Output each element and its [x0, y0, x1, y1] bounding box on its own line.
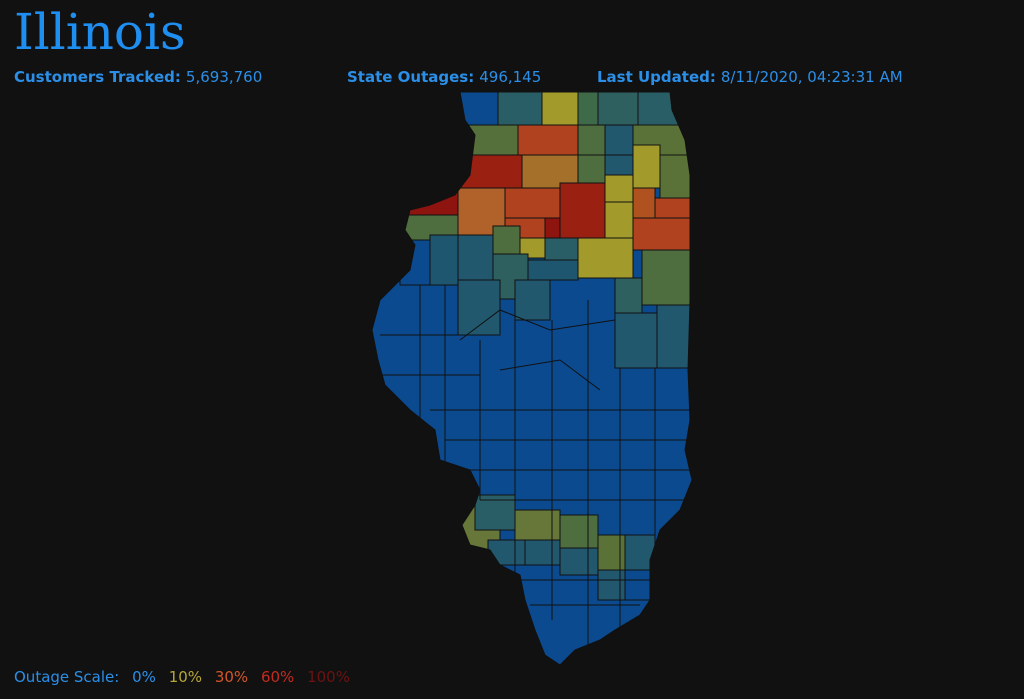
- outage-scale: Outage Scale: 0% 10% 30% 60% 100%: [14, 668, 358, 686]
- stat: Last Updated: 8/11/2020, 04:23:31 AM: [597, 68, 903, 86]
- stat: Customers Tracked: 5,693,760: [14, 68, 262, 86]
- stat-value: 8/11/2020, 04:23:31 AM: [720, 68, 903, 86]
- state-title: Illinois: [14, 3, 186, 61]
- scale-step: 30%: [214, 668, 249, 686]
- stat-value: 5,693,760: [185, 68, 263, 86]
- stat-label: State Outages:: [347, 68, 475, 86]
- stat-label: Last Updated:: [597, 68, 716, 86]
- scale-step: 0%: [132, 668, 156, 686]
- stat: State Outages: 496,145: [347, 68, 541, 86]
- stat-value: 496,145: [479, 68, 542, 86]
- counties: [372, 92, 692, 665]
- scale-step: 60%: [260, 668, 295, 686]
- scale-label: Outage Scale:: [14, 668, 120, 686]
- scale-step: 100%: [307, 668, 350, 686]
- stat-label: Customers Tracked:: [14, 68, 181, 86]
- scale-step: 10%: [168, 668, 203, 686]
